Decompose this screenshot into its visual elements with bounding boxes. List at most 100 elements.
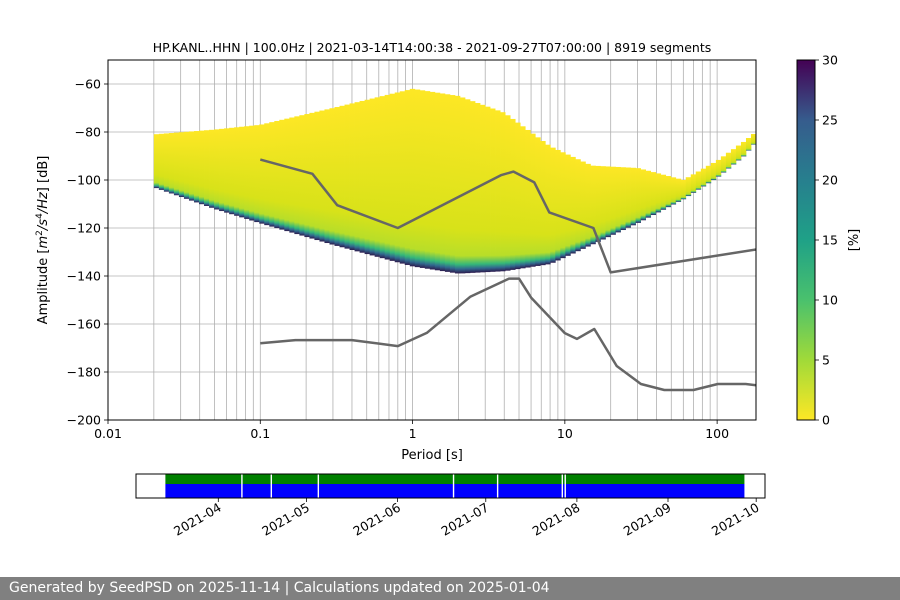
psd-band-column — [645, 170, 652, 218]
psd-band-column — [665, 176, 672, 208]
psd-band-column — [485, 106, 491, 273]
psd-band-column — [670, 177, 677, 205]
psd-band-column — [173, 132, 180, 196]
psd-band-column — [610, 166, 616, 235]
timeline-gap — [241, 474, 243, 498]
psd-band-column — [214, 129, 220, 210]
timeline-tick-label: 2021-08 — [530, 500, 583, 539]
psd-band-column — [289, 117, 295, 233]
psd-band-column — [560, 152, 566, 259]
psd-band-column — [685, 177, 692, 197]
psd-band-column — [630, 167, 636, 226]
psd-band-column — [600, 166, 606, 240]
psd-band-column — [660, 174, 667, 210]
psd-band-column — [254, 125, 260, 223]
psd-band-column — [334, 107, 340, 246]
timeline-gap — [496, 474, 499, 498]
data-availability-timeline: 2021-04 2021-05 2021-06 2021-07 2021-08 2021-… — [135, 473, 766, 539]
psd-band-column — [444, 94, 451, 272]
psd-band-column — [680, 179, 687, 200]
psd-band-column — [710, 162, 717, 181]
timeline-frame — [135, 473, 766, 499]
psd-band-column — [359, 100, 365, 253]
psd-band-column — [715, 159, 722, 177]
psd-band-column — [520, 126, 526, 269]
psd-band-column — [414, 89, 421, 268]
psd-band-column — [745, 137, 752, 151]
psd-band-column — [429, 91, 436, 270]
timeline-tick-label: 2021-05 — [259, 500, 312, 539]
noise-models — [259, 158, 756, 392]
psd-band-column — [705, 165, 712, 184]
y-tick-label: −80 — [75, 125, 101, 140]
psd-band-column — [540, 141, 546, 266]
chart-title: HP.KANL..HHN | 100.0Hz | 2021-03-14T14:0… — [153, 40, 712, 55]
psd-band-column — [389, 93, 396, 261]
y-tick-label: −180 — [67, 365, 101, 380]
psd-band-column — [570, 156, 576, 254]
colorbar-tick-label: 0 — [822, 413, 830, 428]
timeline-tick-label: 2021-09 — [621, 500, 674, 539]
psd-band-column — [700, 168, 707, 187]
psd-band-column — [199, 130, 205, 205]
y-axis-ticks: −200 −180 −160 −140 −120 −100 −80 −60 — [67, 77, 108, 428]
colorbar-tick-label: 25 — [822, 113, 838, 128]
psd-band-column — [650, 172, 657, 216]
psd-band-column — [309, 112, 315, 239]
timeline-gap — [270, 474, 273, 498]
psd-band-column — [234, 127, 240, 216]
psd-band-column — [469, 101, 476, 273]
psd-band-column — [730, 149, 737, 165]
psd-band-column — [193, 131, 200, 203]
psd-band-column — [720, 156, 727, 173]
timeline-gap — [452, 474, 455, 498]
plot-frame — [107, 59, 757, 421]
psd-band-column — [505, 115, 511, 271]
psd-band-column — [279, 119, 285, 230]
psd-band-column — [585, 163, 591, 247]
psd-band-column — [269, 122, 275, 227]
nhnm-line — [259, 158, 756, 274]
psd-band-column — [635, 168, 641, 223]
psd-band-column — [294, 116, 300, 235]
colorbar-tick-label: 10 — [822, 293, 838, 308]
y-tick-label: −140 — [67, 269, 101, 284]
timeline-available-bar — [165, 474, 745, 484]
psd-band-column — [480, 104, 486, 273]
psd-band-column — [209, 129, 215, 208]
psd-band-column — [284, 118, 290, 232]
x-tick-label: 0.01 — [94, 426, 122, 441]
timeline-used-bar — [165, 484, 745, 498]
psd-band-column — [344, 104, 350, 249]
x-tick-label: 100 — [705, 426, 729, 441]
psd-band-column — [620, 167, 626, 231]
psd-band-column — [625, 167, 631, 228]
psd-band-column — [565, 154, 571, 256]
colorbar-ticks: 0 5 10 15 20 25 30 — [815, 53, 838, 428]
colorbar — [796, 59, 816, 421]
psd-band-column — [424, 91, 431, 269]
psd-band-column — [695, 171, 702, 190]
psd-band-column — [324, 109, 330, 244]
footer-bar: Generated by SeedPSD on 2025-11-14 | Cal… — [0, 577, 900, 600]
psd-band-column — [204, 130, 210, 206]
colorbar-tick-label: 20 — [822, 173, 838, 188]
psd-band-column — [229, 127, 235, 215]
timeline-tick-label: 2021-04 — [171, 500, 224, 539]
psd-band-column — [339, 105, 345, 248]
psd-band-column — [535, 137, 541, 266]
psd-band-column — [655, 173, 662, 213]
x-tick-label: 10 — [557, 426, 573, 441]
psd-band-column — [274, 120, 280, 229]
psd-band-column — [740, 141, 747, 157]
psd-band-column — [575, 159, 581, 252]
y-tick-label: −200 — [67, 413, 101, 428]
psd-band-column — [750, 133, 756, 145]
psd-band-column — [525, 129, 531, 268]
timeline-tick-label: 2021-06 — [350, 500, 403, 539]
psd-band-column — [409, 88, 416, 267]
colorbar-label: [%] — [847, 229, 862, 252]
y-axis-label: Amplitude [m2/s4/Hz] [dB] — [35, 156, 51, 325]
psd-band-column — [454, 95, 461, 274]
